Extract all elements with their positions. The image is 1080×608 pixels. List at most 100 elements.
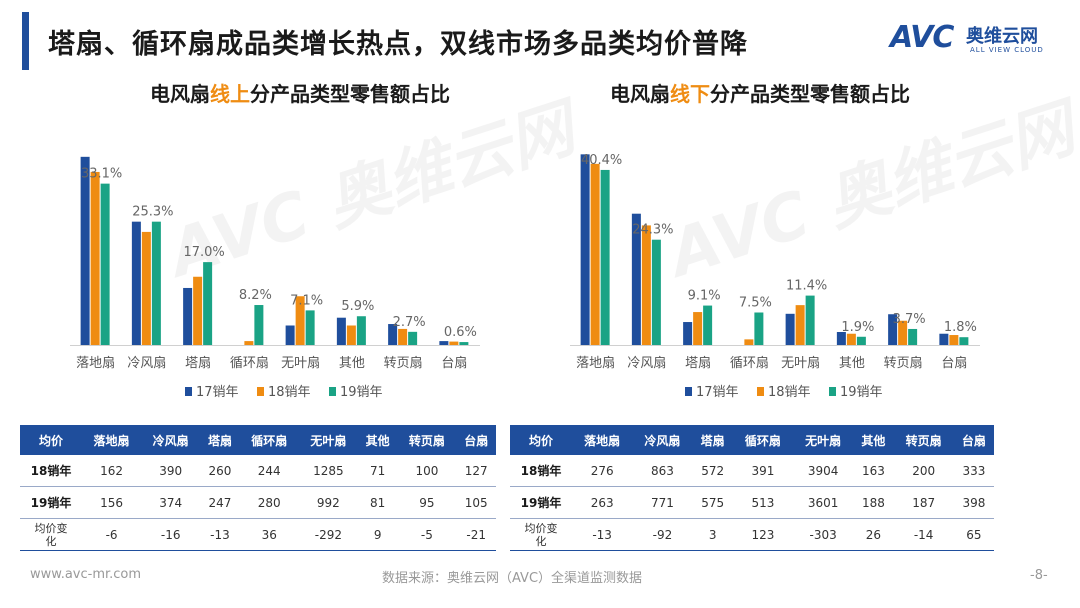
table-cell: 127 bbox=[456, 455, 496, 487]
table-row: 18销年 162 390 260 244 1285 71 100 127 bbox=[20, 455, 496, 487]
table-row-head: 18销年 bbox=[20, 455, 82, 487]
bar-0-5-0 bbox=[336, 317, 346, 345]
bar-1-4-0 bbox=[785, 313, 795, 345]
legend-swatch bbox=[185, 387, 192, 396]
table-header-cell: 落地扇 bbox=[82, 425, 142, 455]
chart-offline-title: 电风扇线下分产品类型零售额占比 bbox=[610, 78, 910, 107]
table-header-cell: 循环扇 bbox=[732, 425, 794, 455]
legend-label: 17销年 bbox=[696, 385, 739, 400]
chart-offline-title-part-1: 电风扇 bbox=[610, 82, 670, 106]
bar-1-2-1 bbox=[693, 312, 703, 345]
table-cell: 398 bbox=[953, 486, 994, 519]
table-cell: 276 bbox=[572, 455, 633, 487]
table-cell: 156 bbox=[82, 486, 142, 519]
bar-1-2-0 bbox=[683, 322, 693, 345]
table-cell: 3 bbox=[692, 518, 733, 551]
table-cell: 3601 bbox=[793, 486, 854, 519]
bar-0-7-2 bbox=[459, 342, 469, 345]
bar-1-1-1 bbox=[641, 225, 651, 345]
x-tick-label: 冷风扇 bbox=[127, 355, 166, 371]
table-row-head: 18销年 bbox=[510, 455, 572, 487]
data-label: 2.7% bbox=[393, 315, 426, 330]
table-header-cell: 冷风扇 bbox=[141, 425, 201, 455]
bar-1-6-2 bbox=[908, 328, 918, 345]
bar-0-4-1 bbox=[295, 296, 305, 345]
table-cell: 391 bbox=[732, 455, 794, 487]
table-row: 均价变化 -13 -92 3 123 -303 26 -14 65 bbox=[510, 518, 994, 551]
table-cell: 123 bbox=[732, 518, 794, 551]
table-cell: 992 bbox=[298, 486, 358, 519]
bar-1-3-2 bbox=[754, 312, 764, 345]
data-label: 40.4% bbox=[581, 153, 622, 168]
table-header-cell: 转页扇 bbox=[397, 425, 457, 455]
table-row-head: 19销年 bbox=[510, 486, 572, 519]
x-tick-label: 无叶扇 bbox=[281, 355, 320, 371]
x-tick-label: 其他 bbox=[839, 356, 865, 371]
table-row-head: 19销年 bbox=[20, 486, 82, 519]
bar-0-7-0 bbox=[439, 341, 449, 345]
bar-1-0-2 bbox=[600, 169, 610, 345]
table-header-cell: 其他 bbox=[357, 425, 398, 455]
legend-label: 18销年 bbox=[768, 385, 811, 400]
bar-0-2-0 bbox=[183, 287, 193, 345]
table-header-cell: 无叶扇 bbox=[298, 425, 358, 455]
x-tick-label: 无叶扇 bbox=[781, 355, 820, 371]
chart-online-title: 电风扇线上分产品类型零售额占比 bbox=[150, 78, 450, 107]
footer-source: 数据来源：奥维云网（AVC）全渠道监测数据 bbox=[382, 571, 643, 586]
table-row: 19销年 263 771 575 513 3601 188 187 398 bbox=[510, 486, 994, 519]
data-label: 5.9% bbox=[341, 299, 374, 314]
bar-1-0-1 bbox=[590, 163, 600, 345]
table-cell: 9 bbox=[357, 518, 398, 551]
table-cell: 1285 bbox=[298, 455, 358, 487]
bar-1-0-0 bbox=[580, 154, 590, 345]
table-cell: -292 bbox=[298, 518, 358, 551]
legend-swatch bbox=[829, 387, 836, 396]
x-tick-label: 转页扇 bbox=[384, 355, 423, 371]
table-cell: -6 bbox=[82, 518, 142, 551]
table-header-cell: 均价 bbox=[20, 425, 82, 455]
table-header-cell: 台扇 bbox=[456, 425, 496, 455]
table-cell: 513 bbox=[732, 486, 794, 519]
bar-0-4-0 bbox=[285, 325, 295, 345]
table-cell: 65 bbox=[953, 518, 994, 551]
x-tick-label: 塔扇 bbox=[685, 355, 711, 371]
table-cell: 163 bbox=[853, 455, 894, 487]
bar-0-1-2 bbox=[151, 221, 161, 345]
data-label: 11.4% bbox=[786, 279, 827, 294]
legend-swatch bbox=[329, 387, 336, 396]
table-cell: -21 bbox=[456, 518, 496, 551]
bar-1-6-1 bbox=[898, 320, 908, 345]
bar-1-5-0 bbox=[836, 332, 846, 345]
bar-1-7-0 bbox=[939, 333, 949, 345]
bar-1-5-2 bbox=[856, 336, 866, 345]
table-header-cell: 循环扇 bbox=[239, 425, 299, 455]
x-tick-label: 落地扇 bbox=[576, 355, 615, 371]
table-cell: 162 bbox=[82, 455, 142, 487]
bar-1-4-1 bbox=[795, 305, 805, 345]
table-header-row: 均价 落地扇 冷风扇 塔扇 循环扇 无叶扇 其他 转页扇 台扇 bbox=[510, 425, 994, 455]
table-cell: 200 bbox=[893, 455, 954, 487]
x-tick-label: 落地扇 bbox=[76, 355, 115, 371]
bar-0-5-2 bbox=[356, 316, 366, 345]
logo-cn: 奥维云网 bbox=[966, 26, 1038, 47]
table-header-cell: 冷风扇 bbox=[632, 425, 693, 455]
legend-label: 19销年 bbox=[840, 385, 883, 400]
table-cell: 374 bbox=[141, 486, 201, 519]
table-row: 19销年 156 374 247 280 992 81 95 105 bbox=[20, 486, 496, 519]
table-cell: 575 bbox=[692, 486, 733, 519]
data-label: 17.0% bbox=[183, 245, 224, 260]
data-label: 25.3% bbox=[132, 205, 173, 220]
table-cell: 26 bbox=[853, 518, 894, 551]
data-label: 0.6% bbox=[444, 325, 477, 340]
table-row-head: 均价变化 bbox=[510, 518, 572, 551]
data-label: 1.9% bbox=[841, 320, 874, 335]
page-number: -8- bbox=[1030, 568, 1048, 583]
chart-offline: 40.4% 落地扇 24.3% 冷风扇 9.1% 塔扇 7.5% 循环扇 11.4% 无叶扇 1.9… bbox=[570, 153, 980, 400]
legend-label: 19销年 bbox=[340, 385, 383, 400]
x-tick-label: 循环扇 bbox=[230, 355, 269, 371]
table-cell: -16 bbox=[141, 518, 201, 551]
avc-logo: AVC 奥维云网 ALL VIEW CLOUD bbox=[890, 20, 1060, 60]
title-accent-bar bbox=[22, 12, 29, 70]
table-cell: 863 bbox=[632, 455, 693, 487]
table-header-cell: 均价 bbox=[510, 425, 572, 455]
